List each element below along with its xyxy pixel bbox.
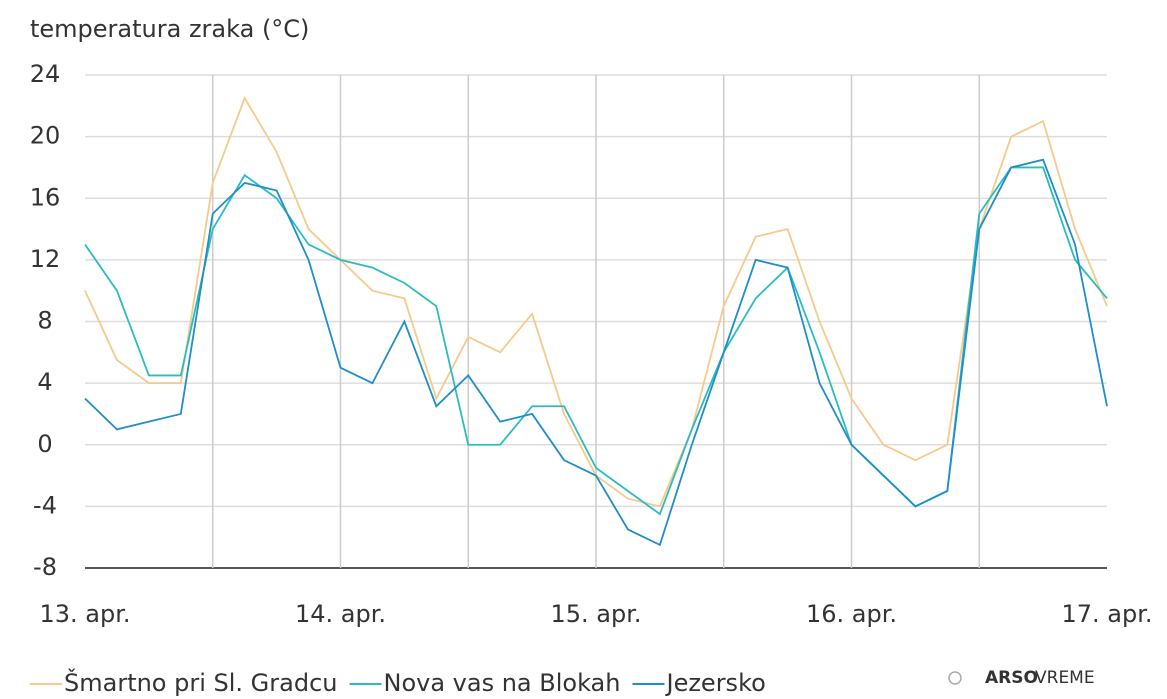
y-tick-label: -4 [33,491,57,519]
series-line [84,158,1108,547]
x-tick-label: 15. apr. [550,600,641,628]
logo-rest: VREME [1035,668,1095,688]
x-tick-label: 17. apr. [1061,600,1152,628]
logo-icon [948,671,962,685]
y-tick-label: 4 [37,368,52,396]
legend-label: Nova vas na Blokah [384,669,621,697]
y-tick-label: 16 [30,183,61,211]
legend-label: Šmartno pri Sl. Gradcu [64,667,338,697]
y-tick-label: 8 [37,307,52,335]
y-tick-label: -8 [33,553,57,581]
y-tick-label: 12 [30,245,61,273]
logo-bold: ARSO [985,668,1038,688]
x-tick-label: 14. apr. [295,600,386,628]
x-tick-label: 13. apr. [39,600,130,628]
y-tick-label: 0 [37,430,52,458]
chart-title: temperatura zraka (°C) [30,15,309,43]
x-tick-label: 16. apr. [806,600,897,628]
y-tick-label: 24 [30,60,61,88]
logo-backdrop [940,660,1167,699]
legend-label: Jezersko [664,669,765,697]
y-tick-label: 20 [30,122,61,150]
